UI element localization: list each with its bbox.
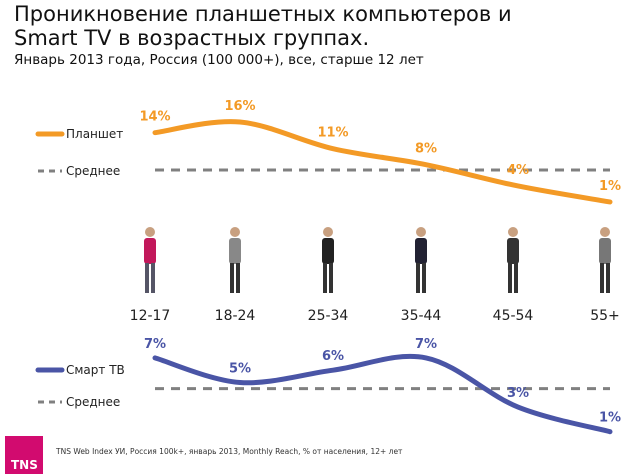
- legend-label-average: Среднее: [66, 164, 120, 178]
- age-group-label: 35-44: [401, 308, 442, 324]
- age-group-label: 45-54: [493, 308, 534, 324]
- person-head-icon: [145, 227, 155, 237]
- data-label: 1%: [599, 179, 621, 194]
- person-head-icon: [230, 227, 240, 237]
- data-label: 14%: [139, 110, 170, 125]
- data-label: 11%: [317, 126, 348, 141]
- person-leg-icon: [236, 263, 240, 293]
- title-line-1: Проникновение планшетных компьютеров и: [14, 2, 512, 26]
- series-line-0: [152, 119, 613, 205]
- data-label: 5%: [229, 362, 251, 377]
- person-body-icon: [415, 238, 427, 264]
- series-line-1: [152, 353, 613, 435]
- age-group-label: 18-24: [215, 308, 256, 324]
- data-label: 8%: [415, 142, 437, 157]
- age-group-label: 12-17: [130, 308, 171, 324]
- person-head-icon: [323, 227, 333, 237]
- chart-subtitle: Январь 2013 года, Россия (100 000+), все…: [14, 52, 424, 68]
- title-line-2: Smart TV в возрастных группах.: [14, 26, 370, 50]
- person-body-icon: [229, 238, 241, 264]
- person-body-icon: [599, 238, 611, 264]
- person-leg-icon: [230, 263, 234, 293]
- person-leg-icon: [508, 263, 512, 293]
- person-leg-icon: [329, 263, 333, 293]
- logo-text: TNS: [11, 458, 38, 472]
- person-leg-icon: [151, 263, 155, 293]
- data-label: 6%: [322, 349, 344, 364]
- person-body-icon: [144, 238, 156, 264]
- person-head-icon: [508, 227, 518, 237]
- data-label: 1%: [599, 411, 621, 426]
- person-head-icon: [416, 227, 426, 237]
- person-leg-icon: [145, 263, 149, 293]
- person-leg-icon: [422, 263, 426, 293]
- person-head-icon: [600, 227, 610, 237]
- person-body-icon: [322, 238, 334, 264]
- person-leg-icon: [416, 263, 420, 293]
- source-note: TNS Web Index УИ, Россия 100k+, январь 2…: [56, 447, 403, 456]
- data-label: 7%: [415, 337, 437, 352]
- person-leg-icon: [606, 263, 610, 293]
- legend-label-main: Планшет: [66, 127, 123, 141]
- person-leg-icon: [323, 263, 327, 293]
- data-label: 4%: [507, 163, 529, 178]
- chart-title: Проникновение планшетных компьютеров и S…: [14, 2, 512, 50]
- tns-logo: TNS: [5, 436, 43, 474]
- data-label: 7%: [144, 337, 166, 352]
- legend-label-main: Смарт ТВ: [66, 363, 125, 377]
- person-body-icon: [507, 238, 519, 264]
- age-group-label: 55+: [590, 308, 620, 324]
- age-group-label: 25-34: [308, 308, 349, 324]
- person-leg-icon: [514, 263, 518, 293]
- person-leg-icon: [600, 263, 604, 293]
- legend-label-average: Среднее: [66, 395, 120, 409]
- data-label: 3%: [507, 386, 529, 401]
- data-label: 16%: [224, 99, 255, 114]
